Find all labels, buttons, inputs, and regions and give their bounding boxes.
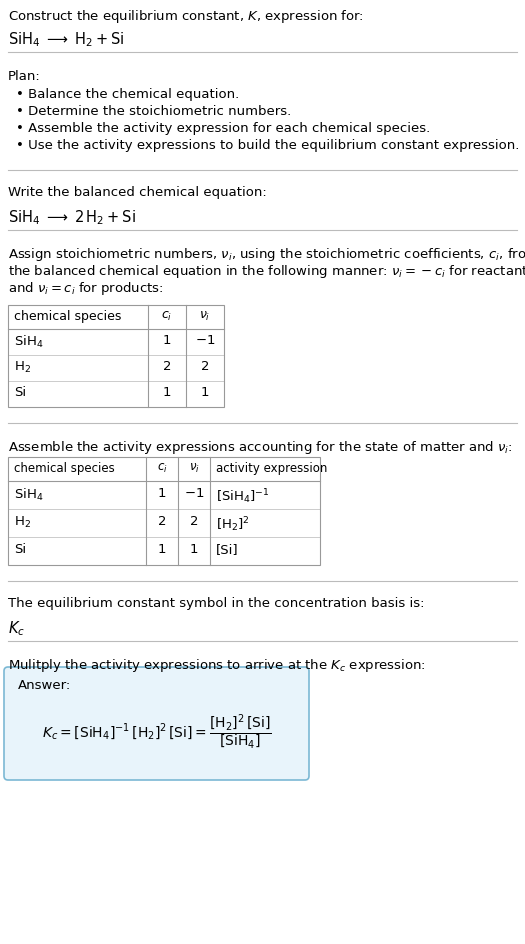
Text: chemical species: chemical species xyxy=(14,310,121,323)
Text: 2: 2 xyxy=(158,515,166,528)
Text: $\mathrm{SiH_4} \;\longrightarrow\; 2\,\mathrm{H_2 + Si}$: $\mathrm{SiH_4} \;\longrightarrow\; 2\,\… xyxy=(8,208,136,227)
Text: Construct the equilibrium constant, $K$, expression for:: Construct the equilibrium constant, $K$,… xyxy=(8,8,364,25)
FancyBboxPatch shape xyxy=(4,667,309,780)
Text: 1: 1 xyxy=(190,543,198,556)
Text: Mulitply the activity expressions to arrive at the $K_c$ expression:: Mulitply the activity expressions to arr… xyxy=(8,657,426,674)
Text: and $\nu_i = c_i$ for products:: and $\nu_i = c_i$ for products: xyxy=(8,280,164,297)
Text: 1: 1 xyxy=(163,334,171,347)
Text: Assign stoichiometric numbers, $\nu_i$, using the stoichiometric coefficients, $: Assign stoichiometric numbers, $\nu_i$, … xyxy=(8,246,525,263)
Text: $-1$: $-1$ xyxy=(184,487,204,500)
Text: $\mathrm{SiH_4}$: $\mathrm{SiH_4}$ xyxy=(14,334,44,350)
Text: $[\mathrm{SiH_4}]^{-1}$: $[\mathrm{SiH_4}]^{-1}$ xyxy=(216,487,270,506)
Text: $K_c$: $K_c$ xyxy=(8,619,25,638)
Text: $K_c = [\mathrm{SiH_4}]^{-1}\,[\mathrm{H_2}]^{2}\,[\mathrm{Si}] = \dfrac{[\mathr: $K_c = [\mathrm{SiH_4}]^{-1}\,[\mathrm{H… xyxy=(41,712,271,750)
Text: 1: 1 xyxy=(158,487,166,500)
Text: $\mathrm{H_2}$: $\mathrm{H_2}$ xyxy=(14,360,31,375)
Text: $[\mathrm{H_2}]^{2}$: $[\mathrm{H_2}]^{2}$ xyxy=(216,515,250,533)
Text: [Si]: [Si] xyxy=(216,543,239,556)
Text: $-1$: $-1$ xyxy=(195,334,215,347)
Bar xyxy=(8,305,224,407)
Text: $c_i$: $c_i$ xyxy=(156,462,167,475)
Text: • Assemble the activity expression for each chemical species.: • Assemble the activity expression for e… xyxy=(16,122,430,135)
Text: $c_i$: $c_i$ xyxy=(161,310,173,323)
Text: Assemble the activity expressions accounting for the state of matter and $\nu_i$: Assemble the activity expressions accoun… xyxy=(8,439,513,456)
Text: • Balance the chemical equation.: • Balance the chemical equation. xyxy=(16,88,239,101)
Text: 2: 2 xyxy=(201,360,209,373)
Text: Si: Si xyxy=(14,386,26,399)
Text: $\mathrm{SiH_4} \;\longrightarrow\; \mathrm{H_2 + Si}$: $\mathrm{SiH_4} \;\longrightarrow\; \mat… xyxy=(8,30,124,49)
Text: Answer:: Answer: xyxy=(18,679,71,692)
Text: 1: 1 xyxy=(201,386,209,399)
Text: $\nu_i$: $\nu_i$ xyxy=(200,310,211,323)
Text: $\mathrm{SiH_4}$: $\mathrm{SiH_4}$ xyxy=(14,487,44,503)
Text: 2: 2 xyxy=(163,360,171,373)
Bar xyxy=(8,457,320,565)
Text: Write the balanced chemical equation:: Write the balanced chemical equation: xyxy=(8,186,267,199)
Text: activity expression: activity expression xyxy=(216,462,328,475)
Text: $\nu_i$: $\nu_i$ xyxy=(188,462,200,475)
Text: • Use the activity expressions to build the equilibrium constant expression.: • Use the activity expressions to build … xyxy=(16,139,519,152)
Text: $\mathrm{H_2}$: $\mathrm{H_2}$ xyxy=(14,515,31,531)
Text: Plan:: Plan: xyxy=(8,70,41,83)
Text: • Determine the stoichiometric numbers.: • Determine the stoichiometric numbers. xyxy=(16,105,291,118)
Text: 1: 1 xyxy=(158,543,166,556)
Text: chemical species: chemical species xyxy=(14,462,115,475)
Text: the balanced chemical equation in the following manner: $\nu_i = -c_i$ for react: the balanced chemical equation in the fo… xyxy=(8,263,525,280)
Text: Si: Si xyxy=(14,543,26,556)
Text: 2: 2 xyxy=(190,515,198,528)
Text: 1: 1 xyxy=(163,386,171,399)
Text: The equilibrium constant symbol in the concentration basis is:: The equilibrium constant symbol in the c… xyxy=(8,597,425,610)
